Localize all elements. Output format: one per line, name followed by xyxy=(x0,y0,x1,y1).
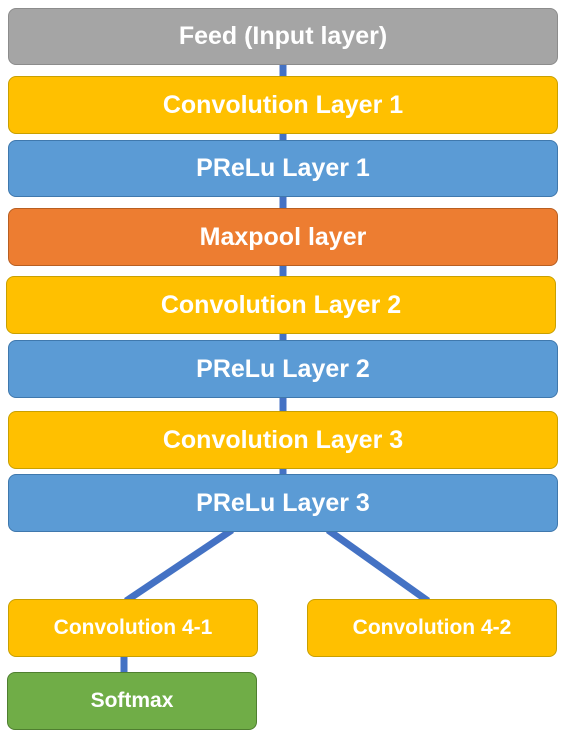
node-prelu-layer-1: PReLu Layer 1 xyxy=(8,140,558,197)
edge-prelu3-conv42 xyxy=(325,527,431,604)
node-convolution-layer-1: Convolution Layer 1 xyxy=(8,76,558,134)
node-prelu-layer-3: PReLu Layer 3 xyxy=(8,474,558,532)
node-convolution-layer-3: Convolution Layer 3 xyxy=(8,411,558,469)
node-softmax: Softmax xyxy=(7,672,257,730)
node-feed-input-layer: Feed (Input layer) xyxy=(8,8,558,65)
edge-prelu3-conv41 xyxy=(124,527,234,604)
node-convolution-layer-2: Convolution Layer 2 xyxy=(6,276,556,334)
node-convolution-4-1: Convolution 4-1 xyxy=(8,599,258,657)
node-convolution-4-2: Convolution 4-2 xyxy=(307,599,557,657)
node-maxpool-layer: Maxpool layer xyxy=(8,208,558,266)
node-prelu-layer-2: PReLu Layer 2 xyxy=(8,340,558,398)
